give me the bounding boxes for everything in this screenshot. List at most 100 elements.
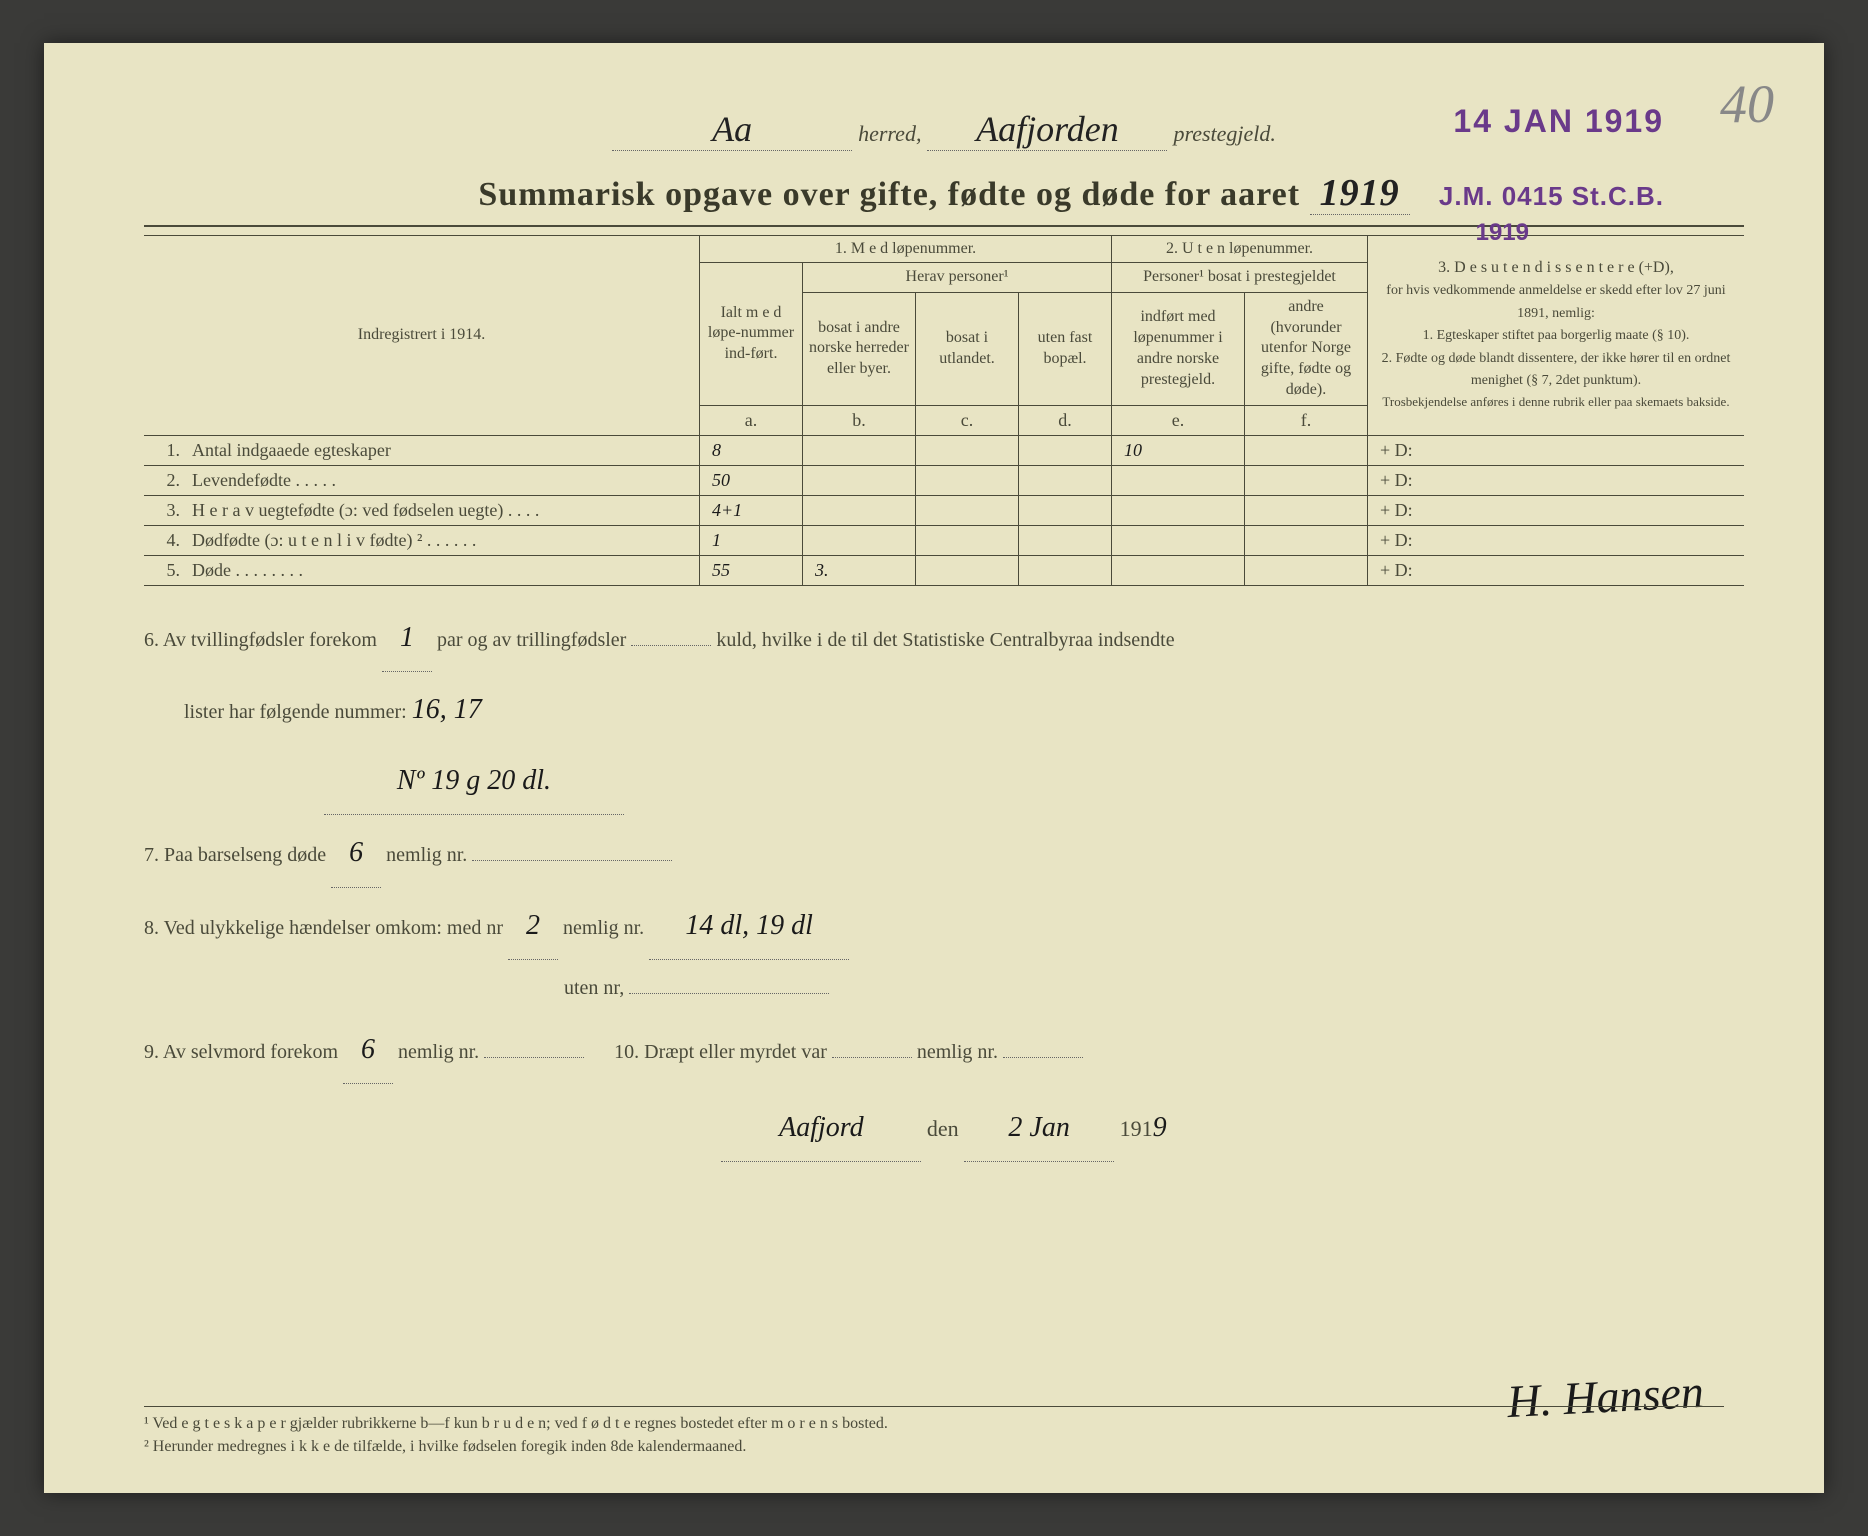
l9-blank xyxy=(484,1057,584,1058)
sig-place: Aafjord xyxy=(721,1094,921,1162)
stamp-journal: J.M. 0415 St.C.B. xyxy=(1439,181,1664,212)
table-row: 1. Antal indgaaede egteskaper 8 10 + D: xyxy=(144,435,1744,465)
row-label: Døde . . . . . . . . xyxy=(186,555,700,585)
sec3-item2: 2. Fødte og døde blandt dissentere, der … xyxy=(1382,351,1731,388)
cell-g: + D: xyxy=(1368,555,1745,585)
l9-n: 6 xyxy=(343,1016,393,1084)
row-num: 3. xyxy=(144,495,186,525)
sec3-item1: 1. Egteskaper stiftet paa borgerlig maat… xyxy=(1423,328,1690,343)
title-year-handwritten: 1919 xyxy=(1310,172,1410,215)
l8-m: 2 xyxy=(508,892,558,960)
cell-g: + D: xyxy=(1368,465,1745,495)
col-d-head: uten fast bopæl. xyxy=(1019,292,1112,405)
letter-f: f. xyxy=(1245,405,1368,435)
l10-blank1 xyxy=(832,1057,912,1058)
line-9-10: 9. Av selvmord forekom 6 nemlig nr. 10. … xyxy=(144,1016,1744,1084)
sec3-body: for hvis vedkommende anmeldelse er skedd… xyxy=(1386,283,1725,320)
document-page: 40 14 JAN 1919 J.M. 0415 St.C.B. 1919 Aa… xyxy=(44,43,1824,1493)
herred-label: herred, xyxy=(858,121,921,146)
cell-d xyxy=(1019,465,1112,495)
line-6d: lister har følgende nummer: 16, 17 xyxy=(144,676,1744,743)
sec2-sub: Personer¹ bosat i prestegjeldet xyxy=(1112,263,1368,293)
cell-g: + D: xyxy=(1368,525,1745,555)
row-label: H e r a v uegtefødte (ɔ: ved fødselen ue… xyxy=(186,495,700,525)
table-row: 5. Døde . . . . . . . . 55 3. + D: xyxy=(144,555,1744,585)
row-label: Antal indgaaede egteskaper xyxy=(186,435,700,465)
cell-f xyxy=(1245,555,1368,585)
footnotes: ¹ Ved e g t e s k a p e r gjælder rubrik… xyxy=(144,1406,1724,1458)
cell-f xyxy=(1245,495,1368,525)
cell-e: 10 xyxy=(1112,435,1245,465)
cell-b xyxy=(803,495,916,525)
l7a: 7. Paa barselseng døde xyxy=(144,844,326,866)
col-c-head: bosat i utlandet. xyxy=(916,292,1019,405)
stamp-year: 1919 xyxy=(1476,219,1529,247)
cell-e xyxy=(1112,465,1245,495)
col-f-head: andre (hvorunder utenfor Norge gifte, fø… xyxy=(1245,292,1368,405)
cell-e xyxy=(1112,555,1245,585)
cell-f xyxy=(1245,435,1368,465)
cell-d xyxy=(1019,555,1112,585)
letter-b: b. xyxy=(803,405,916,435)
col-b-head: bosat i andre norske herreder eller byer… xyxy=(803,292,916,405)
l6a: 6. Av tvillingfødsler forekom xyxy=(144,629,377,651)
signature-line: Aafjord den 2 Jan 1919 xyxy=(144,1094,1744,1162)
bottom-section: 6. Av tvillingfødsler forekom 1 par og a… xyxy=(144,604,1744,1162)
l7b: nemlig nr. xyxy=(386,844,467,866)
l8c: uten nr, xyxy=(564,977,624,999)
l8-nums: 14 dl, 19 dl xyxy=(649,892,849,960)
cell-b xyxy=(803,465,916,495)
cell-c xyxy=(916,555,1019,585)
cell-f xyxy=(1245,465,1368,495)
l6-trip xyxy=(631,645,711,646)
table-row: 3. H e r a v uegtefødte (ɔ: ved fødselen… xyxy=(144,495,1744,525)
l6-extra: Nº 19 g 20 dl. xyxy=(324,747,624,815)
sig-year-prefix: 191 xyxy=(1120,1116,1153,1141)
section2-head: 2. U t e n løpenummer. xyxy=(1112,236,1368,263)
cell-g: + D: xyxy=(1368,435,1745,465)
cell-a: 8 xyxy=(700,435,803,465)
line-8c: uten nr, xyxy=(144,964,1744,1012)
herav-head: Herav personer¹ xyxy=(803,263,1112,293)
l10a: 10. Dræpt eller myrdet var xyxy=(614,1041,827,1063)
footnote-1: ¹ Ved e g t e s k a p e r gjælder rubrik… xyxy=(144,1413,1724,1435)
sec3-title: 3. D e s u t e n d i s s e n t e r e (+D… xyxy=(1438,259,1674,276)
prestegjeld-handwritten: Aafjorden xyxy=(927,108,1167,151)
cell-a: 4+1 xyxy=(700,495,803,525)
herred-handwritten: Aa xyxy=(612,108,852,151)
corner-page-number: 40 xyxy=(1720,73,1774,135)
prestegjeld-label: prestegjeld. xyxy=(1173,121,1275,146)
l9a: 9. Av selvmord forekom xyxy=(144,1041,338,1063)
l6-twin: 1 xyxy=(382,604,432,672)
line-8: 8. Ved ulykkelige hændelser omkom: med n… xyxy=(144,892,1744,960)
letter-e: e. xyxy=(1112,405,1245,435)
l8c-blank xyxy=(629,993,829,994)
cell-c xyxy=(916,465,1019,495)
left-header: Indregistrert i 1914. xyxy=(144,236,700,436)
cell-e xyxy=(1112,525,1245,555)
stamp-date: 14 JAN 1919 xyxy=(1453,103,1664,140)
section3-cell: 3. D e s u t e n d i s s e n t e r e (+D… xyxy=(1368,236,1745,436)
cell-a: 1 xyxy=(700,525,803,555)
col-a-head: Ialt m e d løpe-nummer ind-ført. xyxy=(700,263,803,406)
cell-b xyxy=(803,435,916,465)
line-6: 6. Av tvillingfødsler forekom 1 par og a… xyxy=(144,604,1744,672)
letter-d: d. xyxy=(1019,405,1112,435)
row-label: Dødfødte (ɔ: u t e n l i v fødte) ² . . … xyxy=(186,525,700,555)
line-7: 7. Paa barselseng døde 6 nemlig nr. xyxy=(144,819,1744,887)
cell-d xyxy=(1019,435,1112,465)
sig-den: den xyxy=(927,1116,959,1141)
col-e-head: indført med løpenummer i andre norske pr… xyxy=(1112,292,1245,405)
l10-blank2 xyxy=(1003,1057,1083,1058)
l6c: kuld, hvilke i de til det Statistiske Ce… xyxy=(716,629,1174,651)
title-text: Summarisk opgave over gifte, fødte og dø… xyxy=(478,176,1300,213)
l6b: par og av trillingfødsler xyxy=(437,629,626,651)
letter-c: c. xyxy=(916,405,1019,435)
table-row: 2. Levendefødte . . . . . 50 + D: xyxy=(144,465,1744,495)
row-num: 1. xyxy=(144,435,186,465)
cell-g: + D: xyxy=(1368,495,1745,525)
l8a: 8. Ved ulykkelige hændelser omkom: med n… xyxy=(144,917,503,939)
cell-b: 3. xyxy=(803,555,916,585)
cell-f xyxy=(1245,525,1368,555)
cell-a: 55 xyxy=(700,555,803,585)
